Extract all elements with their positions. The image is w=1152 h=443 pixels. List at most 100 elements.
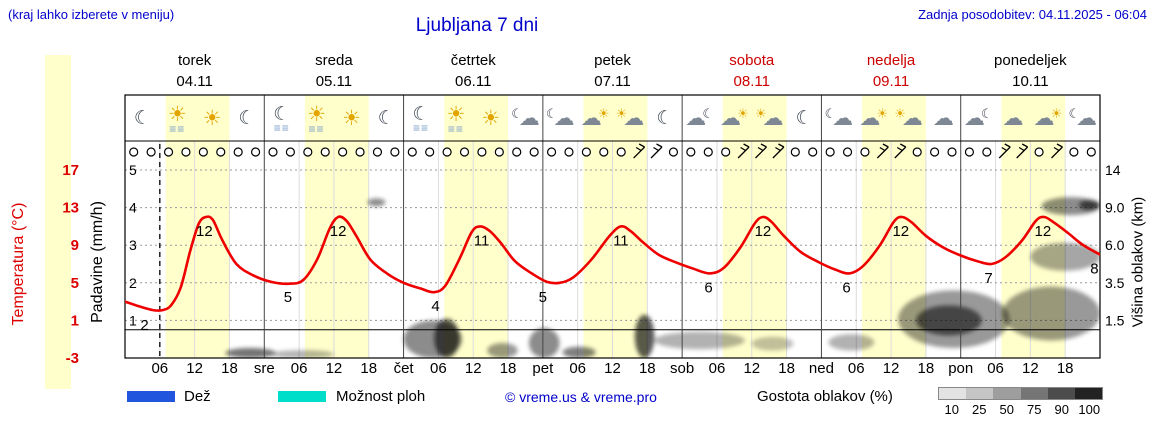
sun-glyph: ☀: [167, 102, 187, 126]
cloud-density-blob: [1002, 286, 1100, 341]
cloud-icon: ☁: [996, 96, 1031, 140]
day-headers: torek 04.11 sreda 05.11 četrtek 06.11 petek 07.…: [125, 50, 1100, 92]
wind-calm-icon: [616, 147, 626, 157]
x-tick-label: 18: [500, 360, 517, 377]
temp-axis-tick: 1: [71, 312, 79, 329]
fog-sun-icon: ☀ ≡≡: [299, 96, 334, 140]
wind-calm-icon: [1069, 147, 1079, 157]
sun-glyph: ☀: [754, 105, 767, 121]
temp-value-label: 6: [704, 279, 712, 296]
sun-glyph: ☀: [446, 102, 466, 126]
wind-barb-icon: [894, 143, 907, 159]
moon-glyph: ☾: [824, 105, 837, 121]
temp-value-label: 11: [474, 232, 490, 249]
x-day-label: sre: [254, 360, 275, 377]
wind-calm-icon: [546, 147, 557, 157]
cloud-glyph: ☁: [859, 106, 881, 130]
x-tick-label: 12: [743, 360, 760, 377]
moon-glyph: ☾: [702, 105, 714, 121]
fog-glyph: ≡≡: [447, 121, 464, 136]
temp-value-label: 8: [1090, 261, 1098, 278]
copyright-link[interactable]: © vreme.us & vreme.pro: [505, 389, 657, 405]
x-tick-label: 12: [883, 360, 900, 377]
wind-calm-icon: [703, 147, 713, 157]
temp-value-label: 5: [539, 289, 547, 306]
temp-axis-tick: 5: [71, 275, 79, 292]
left-accent-strip: [45, 55, 71, 389]
sun-glyph: ☀: [202, 106, 222, 130]
day-date: 07.11: [594, 73, 631, 90]
wind-calm-icon: [686, 147, 696, 157]
x-tick-label: 12: [326, 360, 343, 377]
moon-glyph: ☾: [377, 107, 395, 129]
wind-barb-icon: [772, 143, 785, 159]
fog-sun-icon: ☀ ≡≡: [160, 96, 195, 140]
cloud-axis-tick: 3.5: [1105, 275, 1125, 291]
cloud-density-scale-value: 25: [972, 402, 987, 417]
daylight-band: [304, 95, 369, 358]
day-name: petek: [594, 52, 631, 69]
day-name: torek: [177, 52, 212, 69]
cloud-density-blob: [828, 334, 875, 351]
cloud-glyph: ☁: [518, 106, 540, 130]
cloud-density-blob: [528, 327, 560, 358]
day-header: ponedeljek 10.11: [961, 50, 1100, 92]
moon-icon: ☾: [369, 96, 404, 140]
temp-value-label: 4: [431, 298, 439, 315]
temp-value-label: 12: [330, 223, 347, 240]
cloud-density-blob: [751, 336, 794, 351]
x-tick-label: 06: [848, 360, 865, 377]
cloud-density-scale-value: 10: [944, 402, 959, 417]
wind-calm-icon: [564, 147, 574, 157]
cloud-density-scale-value: 50: [999, 402, 1014, 417]
wind-barb-icon: [755, 143, 767, 159]
temp-value-label: 11: [613, 232, 629, 249]
daylight-band: [583, 95, 648, 358]
temp-value-label: 12: [755, 223, 772, 240]
cloud-density-scale: [938, 387, 1103, 400]
wind-calm-icon: [581, 147, 591, 157]
x-tick-label: 06: [151, 360, 168, 377]
day-name: nedelja: [866, 52, 916, 69]
page-title: Ljubljana 7 dni: [415, 15, 539, 36]
rain-legend-label: Dež: [184, 388, 211, 405]
cloud-density-blob: [562, 346, 596, 358]
wind-barb-icon: [633, 143, 646, 159]
cloud-axis-tick: 1.5: [1105, 312, 1125, 328]
wind-calm-icon: [929, 147, 940, 157]
wind-calm-icon: [1086, 147, 1096, 157]
temp-axis-tick: 17: [62, 162, 79, 179]
cloud-density-scale-segment: [1074, 388, 1103, 399]
wind-barb-icon: [1051, 143, 1063, 159]
wind-calm-icon: [459, 147, 470, 157]
sun-glyph: ☀: [737, 105, 749, 121]
wind-calm-icon: [338, 147, 348, 157]
moon-glyph: ☾: [980, 105, 993, 121]
x-tick-label: 18: [639, 360, 656, 377]
sun-cloud-icon: ☀ ☁: [752, 96, 787, 140]
fog-glyph: ≡≡: [308, 121, 325, 136]
cloud-axis-tick: 6.0: [1105, 237, 1125, 253]
sun-cloud-icon: ☀ ☁: [613, 96, 648, 140]
x-day-label: pet: [532, 360, 554, 377]
cloud-glyph: ☁: [1033, 106, 1055, 130]
sun-glyph: ☀: [481, 106, 501, 130]
cloud-glyph: ☁: [720, 106, 742, 130]
x-tick-label: 12: [186, 360, 203, 377]
cloud-glyph: ☁: [553, 106, 575, 130]
day-name: sobota: [729, 52, 775, 69]
temp-value-label: 2: [140, 317, 148, 334]
cloud-glyph: ☁: [832, 106, 854, 130]
cloud-density-blob: [434, 318, 460, 358]
cloud-moon-icon: ☁ ☾: [682, 96, 717, 140]
sun-glyph: ☀: [307, 102, 326, 126]
day-date: 08.11: [733, 73, 770, 90]
day-name: ponedeljek: [994, 52, 1067, 69]
wind-calm-icon: [912, 147, 922, 157]
sun-glyph: ☀: [615, 105, 628, 121]
day-date: 10.11: [1012, 73, 1049, 90]
fog-glyph: ≡≡: [413, 120, 430, 135]
showers-legend-swatch: [278, 391, 326, 402]
cloud-sun-icon: ☁ ☀: [856, 96, 891, 140]
